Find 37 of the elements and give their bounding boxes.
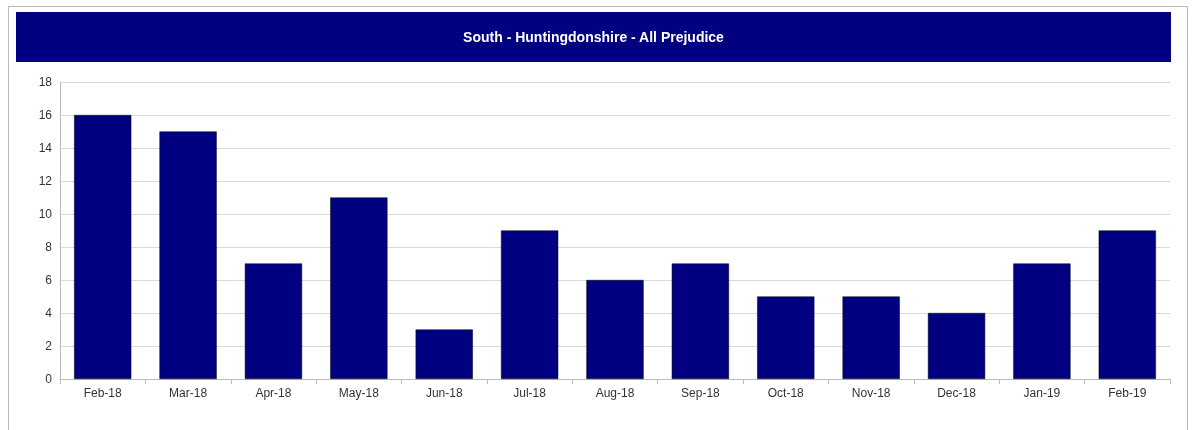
bar xyxy=(74,115,132,379)
x-tick-label: Mar-18 xyxy=(169,386,208,400)
y-tick-label: 16 xyxy=(38,108,53,122)
x-tick-label: Sep-18 xyxy=(681,386,721,400)
x-tick-label: Aug-18 xyxy=(595,386,635,400)
y-tick-label: 0 xyxy=(45,372,53,386)
y-tick-label: 14 xyxy=(38,141,53,155)
bar xyxy=(244,263,303,379)
bar xyxy=(586,280,644,379)
y-tick-label: 12 xyxy=(38,174,53,188)
y-tick-label: 6 xyxy=(45,273,53,287)
chart-title: South - Huntingdonshire - All Prejudice xyxy=(16,12,1171,62)
bar xyxy=(1098,230,1156,379)
y-tick-label: 10 xyxy=(38,207,53,221)
x-tick-label: Dec-18 xyxy=(937,386,977,400)
x-tick-label: Feb-18 xyxy=(83,386,123,400)
x-tick-label: Feb-19 xyxy=(1108,386,1147,400)
y-tick-label: 18 xyxy=(38,75,53,89)
x-tick-label: Jan-19 xyxy=(1023,386,1061,400)
bar xyxy=(1013,263,1071,379)
x-tick-label: Jul-18 xyxy=(513,386,547,400)
x-tick-label: Apr-18 xyxy=(255,386,292,400)
x-tick-label: Nov-18 xyxy=(851,386,891,400)
x-tick-label: Jun-18 xyxy=(425,386,463,400)
x-tick-label: Oct-18 xyxy=(767,386,805,400)
y-tick-label: 8 xyxy=(45,240,53,254)
bar xyxy=(159,131,217,379)
bar xyxy=(757,296,815,379)
y-tick-label: 4 xyxy=(45,306,53,320)
bar xyxy=(415,329,473,379)
bar xyxy=(842,296,900,379)
bar xyxy=(927,313,986,379)
y-tick-label: 2 xyxy=(45,339,53,353)
x-tick-label: May-18 xyxy=(338,386,380,400)
bar xyxy=(671,263,729,379)
bar xyxy=(501,230,559,379)
bar xyxy=(330,197,388,379)
